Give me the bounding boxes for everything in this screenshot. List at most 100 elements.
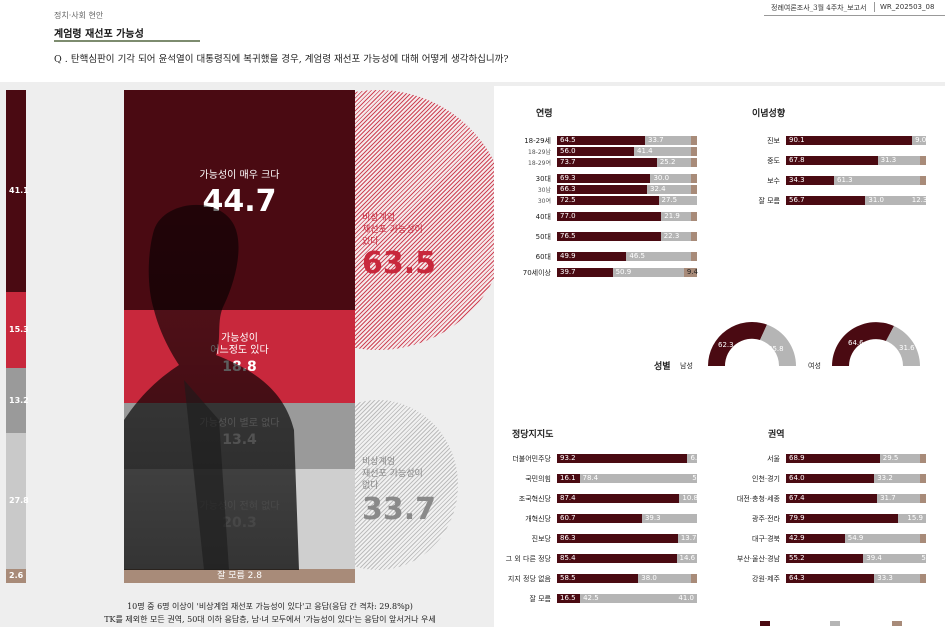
ideology-row-label: 진보 bbox=[767, 137, 780, 145]
main-segment-value: 44.7 bbox=[202, 184, 277, 219]
female-yes-value: 64.6 bbox=[848, 339, 864, 347]
age-no-segment: 46.5 bbox=[626, 252, 691, 261]
party-row-bar: 58.5 38.0 bbox=[557, 574, 697, 583]
party-yes-segment: 93.2 bbox=[557, 454, 688, 463]
male-donut bbox=[708, 321, 796, 366]
left-bar-segment bbox=[6, 368, 26, 433]
ideology-yes-segment: 56.7 bbox=[786, 196, 866, 205]
party-row-bar: 86.3 13.7 bbox=[557, 534, 697, 543]
doc-separator bbox=[874, 2, 875, 12]
female-label: 여성 bbox=[808, 362, 821, 370]
no-group-value: 33.7 bbox=[362, 492, 437, 527]
region-yes-segment: 79.9 bbox=[786, 514, 898, 523]
age-rest-segment bbox=[691, 185, 697, 194]
age-row-bar: 56.0 41.4 bbox=[557, 147, 697, 156]
ideology-row-bar: 90.1 9.0 bbox=[786, 136, 926, 145]
male-donut-no-arc bbox=[760, 324, 796, 366]
yes-group-value: 63.5 bbox=[362, 246, 437, 281]
age-row-label: 60대 bbox=[535, 253, 551, 261]
male-yes-value: 62.3 bbox=[718, 341, 734, 349]
region-rest-segment bbox=[920, 494, 926, 503]
age-yes-segment: 39.7 bbox=[557, 268, 613, 277]
region-row-bar: 55.2 39.4 5.4 bbox=[786, 554, 933, 563]
party-row-bar: 16.5 42.5 41.0 bbox=[557, 594, 697, 603]
party-rest-segment bbox=[691, 574, 697, 583]
age-row-bar: 73.7 25.2 bbox=[557, 158, 697, 167]
note-line-1: 10명 중 6명 이상이 '비상계엄 재선포 가능성이 있다'고 응답(응답 간… bbox=[127, 602, 413, 611]
age-row-label: 18-29여 bbox=[528, 160, 551, 167]
region-row-label: 광주·전라 bbox=[752, 515, 780, 523]
age-no-segment: 50.9 bbox=[612, 268, 684, 277]
left-bar-value: 27.8 bbox=[9, 496, 29, 505]
ideology-yes-segment: 67.8 bbox=[786, 156, 878, 165]
age-no-segment: 21.9 bbox=[661, 212, 691, 221]
ideology-no-segment: 31.0 bbox=[865, 196, 909, 205]
header-rule bbox=[764, 15, 945, 16]
ideology-rest-segment: 9.0 bbox=[912, 136, 926, 145]
ideology-rest-segment bbox=[919, 176, 926, 185]
age-rest-segment bbox=[691, 136, 697, 145]
party-yes-segment: 58.5 bbox=[557, 574, 639, 583]
age-no-segment: 32.4 bbox=[646, 185, 691, 194]
section-title: 계엄령 재선포 가능성 bbox=[54, 29, 144, 40]
party-row-bar: 60.7 39.3 bbox=[557, 514, 697, 523]
party-no-segment: 39.3 bbox=[641, 514, 697, 523]
ideology-no-segment: 61.3 bbox=[834, 176, 920, 185]
region-row-bar: 79.9 15.9 bbox=[786, 514, 926, 523]
region-row-label: 강원·제주 bbox=[752, 575, 780, 583]
age-row-label: 18-29세 bbox=[524, 137, 551, 145]
region-no-segment: 33.2 bbox=[874, 474, 920, 483]
ideology-title: 이념성향 bbox=[752, 109, 786, 119]
survey-question: Q . 탄핵심판이 기각 되어 윤석열이 대통령직에 복귀했을 경우, 계엄령 … bbox=[54, 54, 509, 65]
main-segment-label: 가능성이 매우 크다 bbox=[199, 170, 280, 181]
region-row-bar: 42.9 54.9 bbox=[786, 534, 926, 543]
party-no-segment: 42.5 bbox=[580, 594, 640, 603]
ideology-row-label: 보수 bbox=[767, 177, 780, 185]
ideology-row-bar: 67.8 31.3 bbox=[786, 156, 926, 165]
age-row-label: 30대 bbox=[535, 175, 551, 183]
legend-swatch-unknown bbox=[892, 621, 902, 626]
party-no-segment: 78.4 bbox=[579, 474, 690, 483]
region-rest-segment bbox=[920, 534, 926, 543]
female-no-value: 31.6 bbox=[899, 344, 915, 352]
no-group-label: 비상계엄 재선포 가능성이 없다 bbox=[362, 457, 423, 491]
age-yes-segment: 76.5 bbox=[557, 232, 661, 241]
main-segment-label-unknown: 잘 모름 2.8 bbox=[217, 571, 262, 581]
party-row-bar: 93.2 6.0 bbox=[557, 454, 702, 463]
main-segment-label: 가능성이 어느정도 있다 bbox=[210, 332, 269, 356]
region-yes-segment: 68.9 bbox=[786, 454, 880, 463]
document-code: WR_202503_08 bbox=[880, 3, 935, 11]
party-row-bar: 85.4 14.6 bbox=[557, 554, 697, 563]
age-rest-segment: 9.4 bbox=[683, 268, 698, 277]
gender-title: 성별 bbox=[654, 362, 671, 372]
female-donut-no-arc bbox=[886, 326, 920, 366]
region-rest-segment: 5.4 bbox=[918, 554, 933, 563]
male-label: 남성 bbox=[680, 362, 693, 370]
age-no-segment: 41.4 bbox=[634, 147, 691, 156]
region-no-segment: 31.7 bbox=[877, 494, 920, 503]
age-row-bar: 77.0 21.9 bbox=[557, 212, 697, 221]
age-row-label: 18-29남 bbox=[528, 149, 551, 156]
ideology-rest-segment bbox=[920, 156, 926, 165]
party-rest-segment: 5.5 bbox=[689, 474, 703, 483]
region-rest-segment bbox=[920, 574, 926, 583]
female-donut bbox=[832, 322, 920, 366]
ideology-rest-segment: 12.3 bbox=[908, 196, 927, 205]
yes-group-label: 비상계엄 재선포 가능성이 있다 bbox=[362, 213, 423, 247]
region-rest-segment bbox=[920, 474, 926, 483]
left-bar-value: 2.6 bbox=[9, 571, 24, 580]
ideology-row-bar: 56.7 31.0 12.3 bbox=[786, 196, 927, 205]
age-row-label: 50대 bbox=[535, 233, 551, 241]
age-yes-segment: 69.3 bbox=[557, 174, 651, 183]
male-donut-yes-arc bbox=[708, 321, 767, 366]
region-yes-segment: 67.4 bbox=[786, 494, 878, 503]
age-row-label: 70세이상 bbox=[522, 269, 551, 277]
main-segment-value: 18.8 bbox=[222, 358, 257, 375]
party-yes-segment: 16.5 bbox=[557, 594, 581, 603]
age-no-segment: 33.7 bbox=[645, 136, 691, 145]
male-no-value: 35.8 bbox=[768, 345, 784, 353]
party-yes-segment: 16.1 bbox=[557, 474, 580, 483]
party-row-label: 그 외 다른 정당 bbox=[505, 555, 551, 563]
age-row-label: 30남 bbox=[537, 187, 551, 194]
left-bar-segment bbox=[6, 569, 26, 583]
